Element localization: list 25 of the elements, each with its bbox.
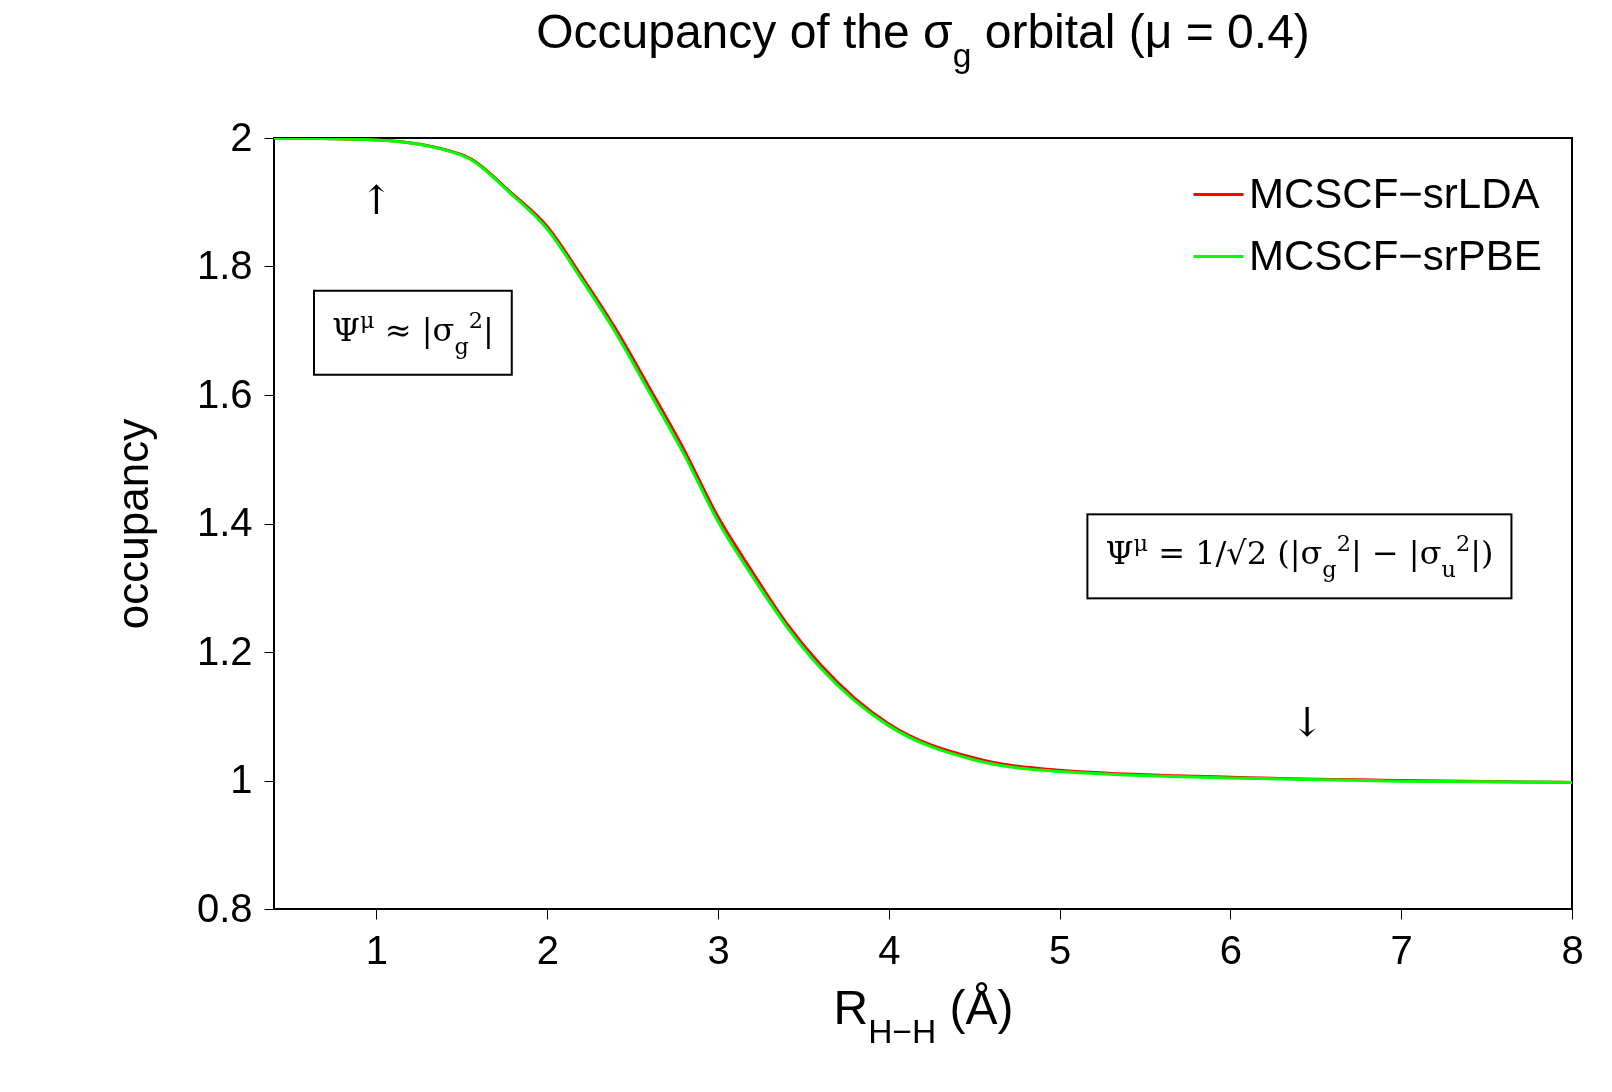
chart-title: Occupancy of the σ$_{g}$ orbital (μ = 0.4): [536, 5, 1310, 74]
y-tick-label: 1.6: [196, 371, 253, 416]
legend-label: MCSCF−srLDA: [1249, 169, 1540, 217]
x-tick-label: 2: [536, 927, 559, 972]
y-tick-label: 0.8: [196, 885, 253, 930]
x-tick-label: 6: [1219, 927, 1243, 972]
y-tick-label: 1.4: [196, 500, 253, 544]
y-tick-label: 1.8: [196, 243, 253, 287]
x-tick-label: 3: [707, 927, 730, 972]
x-tick-label: 7: [1390, 927, 1413, 972]
x-tick-label: 1: [365, 927, 389, 972]
line-series: [274, 138, 1572, 784]
y-tick-label: 1.2: [196, 628, 253, 673]
x-tick-label: 5: [1049, 927, 1072, 972]
y-axis-title: occupancy: [107, 418, 157, 630]
x-tick-label: 8: [1561, 927, 1584, 972]
x-tick-label: 4: [878, 927, 901, 972]
y-tick-label: 2: [230, 114, 253, 159]
annotation: ↓: [1290, 698, 1324, 745]
x-axis-title: R$_{H−H}$ (Å): [833, 980, 1014, 1049]
y-tick-label: 1: [230, 757, 253, 801]
annotation: ↑: [359, 176, 394, 223]
text: Ψ$^{μ}$ = 1/√2 (|σ$_{g}$$^{2}$| − |σ$_{u}$$^{2}$|): [1105, 530, 1494, 583]
legend-label: MCSCF−srPBE: [1249, 231, 1542, 279]
annotation: Ψ$^{μ}$ ≈ |σ$_{g}$$^{2}$|: [332, 306, 494, 359]
